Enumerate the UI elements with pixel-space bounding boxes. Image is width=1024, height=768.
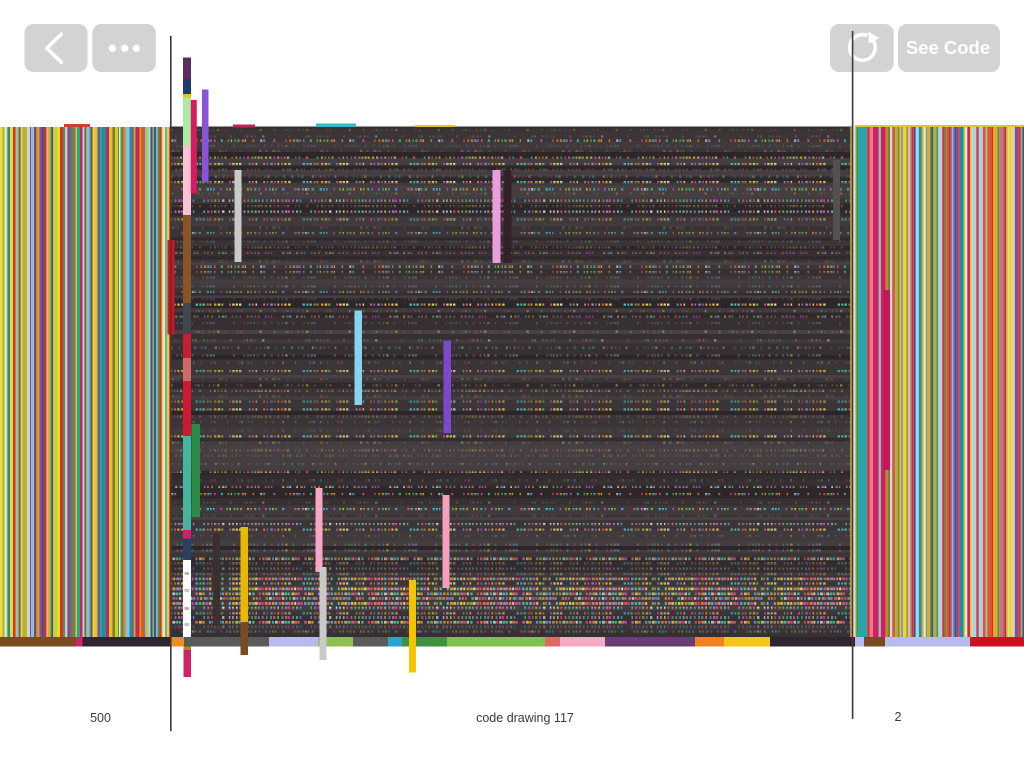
svg-text:See Code: See Code bbox=[906, 37, 990, 58]
svg-text:code drawing 117: code drawing 117 bbox=[476, 711, 574, 725]
svg-text:500: 500 bbox=[90, 711, 111, 725]
svg-text:2: 2 bbox=[895, 710, 902, 724]
